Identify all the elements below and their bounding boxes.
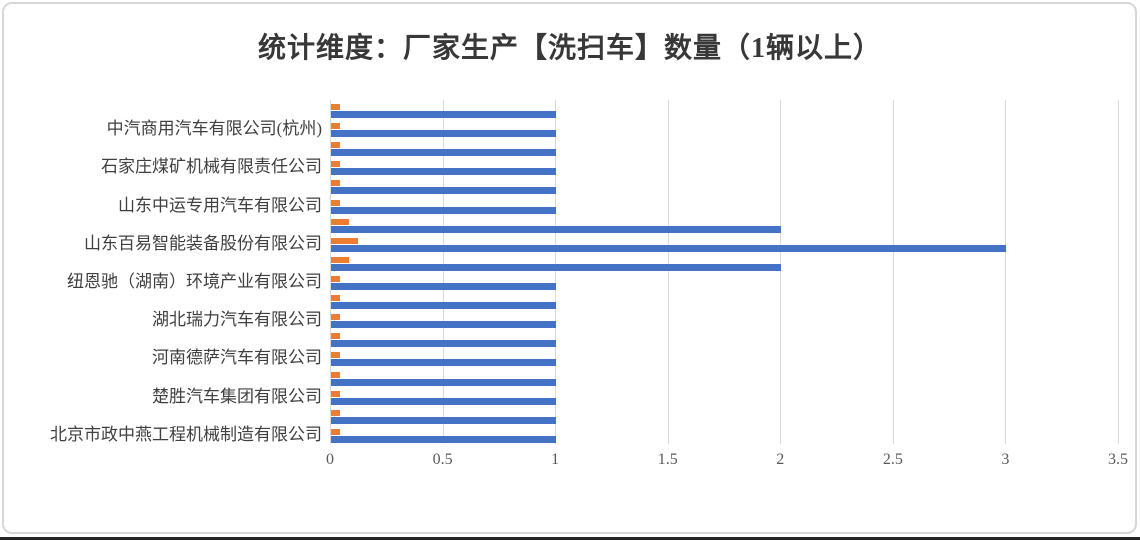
category-label: 山东中运专用汽车有限公司	[118, 195, 322, 215]
bar-primary	[331, 168, 557, 176]
x-tick-label: 1.5	[657, 451, 678, 468]
bar-primary	[331, 340, 557, 348]
bar-secondary	[331, 218, 349, 225]
bar-secondary	[331, 276, 340, 282]
bar-secondary	[331, 256, 349, 263]
bar-primary	[331, 359, 557, 367]
grid-line	[892, 100, 894, 444]
bar-secondary	[331, 352, 340, 359]
x-tick-label: 0	[326, 451, 334, 468]
bar-primary	[331, 263, 782, 271]
bar-secondary	[331, 390, 340, 397]
value-axis: 0 0.5 1 1.5 2 2.5 3 3.5	[326, 451, 1128, 473]
grid-line	[442, 100, 444, 444]
category-label: 湖北瑞力汽车有限公司	[152, 310, 322, 330]
bar-secondary	[331, 123, 340, 130]
bar-secondary	[331, 314, 340, 321]
bar-primary	[331, 149, 557, 157]
category-label: 北京市政中燕工程机械制造有限公司	[50, 424, 322, 444]
bar-primary	[331, 111, 557, 118]
bar-primary	[331, 302, 557, 310]
plot-area	[330, 100, 1119, 444]
category-label: 纽恩驰（湖南）环境产业有限公司	[67, 272, 322, 291]
category-label: 楚胜汽车集团有限公司	[152, 386, 322, 406]
chart-title: 统计维度：厂家生产【洗扫车】数量（1辆以上）	[257, 33, 882, 64]
screenshot-bottom-edge	[0, 537, 1140, 540]
bar-primary	[331, 435, 557, 443]
bar-primary	[331, 130, 557, 138]
bar-primary	[331, 378, 557, 386]
x-tick-label: 1	[551, 451, 560, 468]
bar-secondary	[331, 199, 340, 206]
bar-secondary	[331, 237, 359, 244]
bar-primary	[331, 321, 557, 329]
grid-line	[330, 100, 331, 444]
category-label: 山东百易智能装备股份有限公司	[84, 233, 322, 253]
x-tick-label: 0.5	[432, 451, 453, 468]
bar-primary	[331, 206, 557, 214]
x-tick-label: 3	[1001, 451, 1010, 468]
grid-line	[1005, 100, 1007, 444]
x-tick-label: 3.5	[1108, 451, 1128, 468]
bar-secondary	[331, 428, 340, 435]
grid-line	[1118, 100, 1119, 444]
grid-line	[667, 100, 669, 444]
bar-primary	[331, 397, 557, 405]
category-label: 中汽商用汽车有限公司(杭州)	[106, 119, 322, 139]
bar-secondary	[331, 333, 340, 340]
grid-line	[555, 100, 557, 444]
category-label: 石家庄煤矿机械有限责任公司	[101, 157, 322, 177]
category-label: 河南德萨汽车有限公司	[152, 348, 322, 368]
bar-secondary	[331, 142, 340, 149]
bar-secondary	[331, 371, 340, 378]
bar-secondary	[331, 295, 340, 302]
x-tick-label: 2	[776, 451, 785, 468]
bar-secondary	[331, 161, 340, 168]
bar-primary	[331, 283, 557, 290]
bar-primary	[331, 225, 782, 233]
bar-primary	[331, 416, 557, 424]
grid-line	[780, 100, 782, 444]
category-axis: 中汽商用汽车有限公司(杭州) 石家庄煤矿机械有限责任公司山东中运专用汽车有限公司山…	[0, 100, 322, 444]
x-tick-label: 2.5	[882, 451, 903, 468]
bar-secondary	[331, 180, 340, 187]
bar-primary	[331, 187, 557, 195]
bar-secondary	[331, 104, 340, 110]
bar-secondary	[331, 409, 340, 416]
bar-primary	[331, 244, 1007, 252]
